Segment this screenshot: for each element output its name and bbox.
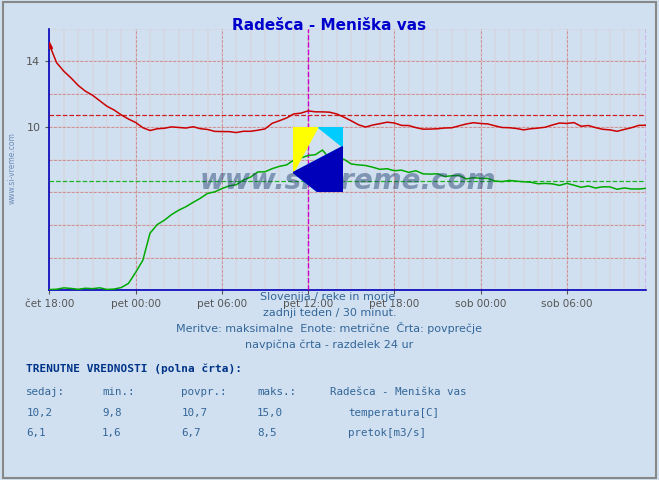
Text: Meritve: maksimalne  Enote: metrične  Črta: povprečje: Meritve: maksimalne Enote: metrične Črta… — [177, 322, 482, 334]
Text: zadnji teden / 30 minut.: zadnji teden / 30 minut. — [263, 308, 396, 318]
Text: 8,5: 8,5 — [257, 428, 277, 438]
Polygon shape — [293, 147, 343, 192]
Text: www.si-vreme.com: www.si-vreme.com — [200, 167, 496, 194]
Text: 1,6: 1,6 — [102, 428, 122, 438]
Text: min.:: min.: — [102, 387, 134, 397]
Polygon shape — [293, 127, 318, 173]
Text: navpična črta - razdelek 24 ur: navpična črta - razdelek 24 ur — [245, 339, 414, 349]
Text: 10,7: 10,7 — [181, 408, 207, 418]
Text: www.si-vreme.com: www.si-vreme.com — [7, 132, 16, 204]
Text: povpr.:: povpr.: — [181, 387, 227, 397]
Text: maks.:: maks.: — [257, 387, 296, 397]
Polygon shape — [293, 147, 343, 192]
Text: 6,1: 6,1 — [26, 428, 46, 438]
Text: Radešca - Meniška vas: Radešca - Meniška vas — [330, 387, 466, 397]
Text: sedaj:: sedaj: — [26, 387, 65, 397]
Text: 10,2: 10,2 — [26, 408, 52, 418]
Text: TRENUTNE VREDNOSTI (polna črta):: TRENUTNE VREDNOSTI (polna črta): — [26, 363, 243, 374]
Polygon shape — [318, 127, 343, 147]
Text: temperatura[C]: temperatura[C] — [348, 408, 439, 418]
Text: pretok[m3/s]: pretok[m3/s] — [348, 428, 426, 438]
Text: 6,7: 6,7 — [181, 428, 201, 438]
Text: Radešca - Meniška vas: Radešca - Meniška vas — [233, 18, 426, 33]
Text: 15,0: 15,0 — [257, 408, 283, 418]
Text: 9,8: 9,8 — [102, 408, 122, 418]
Text: Slovenija / reke in morje.: Slovenija / reke in morje. — [260, 292, 399, 302]
